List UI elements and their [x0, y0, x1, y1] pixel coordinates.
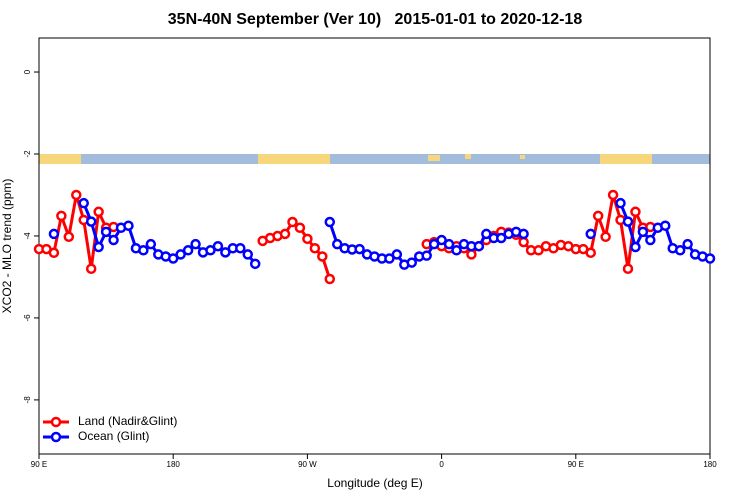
legend-marker [50, 431, 62, 443]
point [384, 253, 395, 264]
x-tick-label: 180 [167, 460, 181, 469]
point [294, 222, 306, 234]
point [235, 243, 246, 254]
legend-marker [50, 416, 62, 428]
chart-title: 35N-40N September (Ver 10) 2015-01-01 to… [168, 11, 583, 28]
point [421, 250, 432, 261]
point [473, 240, 485, 252]
x-tick-label: 0 [439, 460, 444, 469]
point [428, 238, 440, 250]
point [637, 226, 649, 238]
y-tick-label: -6 [23, 314, 32, 322]
point [93, 241, 104, 253]
point [93, 206, 104, 218]
legend-label: Land (Nadir&Glint) [78, 414, 177, 428]
point [242, 249, 254, 260]
point [220, 247, 231, 258]
point [85, 216, 97, 227]
y-tick-label: 0 [23, 69, 32, 74]
point [249, 258, 261, 270]
point [533, 245, 544, 256]
point [138, 245, 149, 256]
y-tick-label: -8 [23, 396, 32, 404]
point [48, 247, 60, 259]
point [71, 189, 82, 201]
point [704, 253, 716, 264]
point [585, 228, 596, 240]
point [123, 220, 134, 231]
point [100, 226, 112, 238]
x-tick-label: 90 E [31, 460, 47, 469]
x-tick-label: 90 E [568, 460, 584, 469]
point [518, 228, 529, 240]
point [622, 216, 634, 227]
point [145, 238, 157, 250]
point [279, 228, 291, 240]
point [592, 210, 604, 222]
y-axis-label: XCO2 - MLO trend (ppm) [0, 179, 14, 314]
legend-label: Ocean (Glint) [78, 429, 149, 443]
point [645, 234, 656, 246]
point [443, 238, 455, 250]
point [682, 238, 693, 250]
point [481, 228, 492, 240]
point [630, 241, 641, 253]
point [622, 263, 634, 274]
point [302, 233, 313, 245]
x-tick-label: 180 [703, 460, 717, 469]
point [331, 238, 343, 250]
point [175, 249, 186, 260]
point [63, 231, 75, 243]
point [406, 257, 418, 268]
point [324, 216, 336, 228]
point [205, 245, 216, 256]
x-tick-label: 90 W [298, 460, 317, 469]
point [85, 263, 97, 274]
point [607, 189, 619, 201]
point [317, 251, 328, 262]
point [451, 245, 462, 256]
point [167, 253, 179, 264]
point [615, 197, 626, 209]
point [287, 216, 298, 228]
point [190, 238, 201, 250]
point [518, 236, 529, 248]
point [630, 206, 641, 218]
point [585, 247, 596, 259]
point [391, 249, 403, 260]
x-axis-label: Longitude (deg E) [327, 476, 422, 490]
point [108, 234, 119, 246]
point [495, 232, 507, 244]
point [354, 243, 365, 255]
land-ocean-strip [39, 154, 710, 164]
point [78, 197, 89, 209]
point [466, 249, 477, 260]
point [309, 243, 321, 254]
point [660, 220, 671, 231]
y-tick-label: -4 [23, 232, 32, 240]
point [212, 240, 224, 252]
point [436, 234, 447, 246]
point [56, 210, 67, 222]
point [600, 231, 611, 243]
point [48, 228, 60, 240]
point [674, 245, 686, 256]
point [182, 245, 194, 256]
point [324, 273, 336, 285]
y-tick-label: -2 [23, 150, 32, 158]
